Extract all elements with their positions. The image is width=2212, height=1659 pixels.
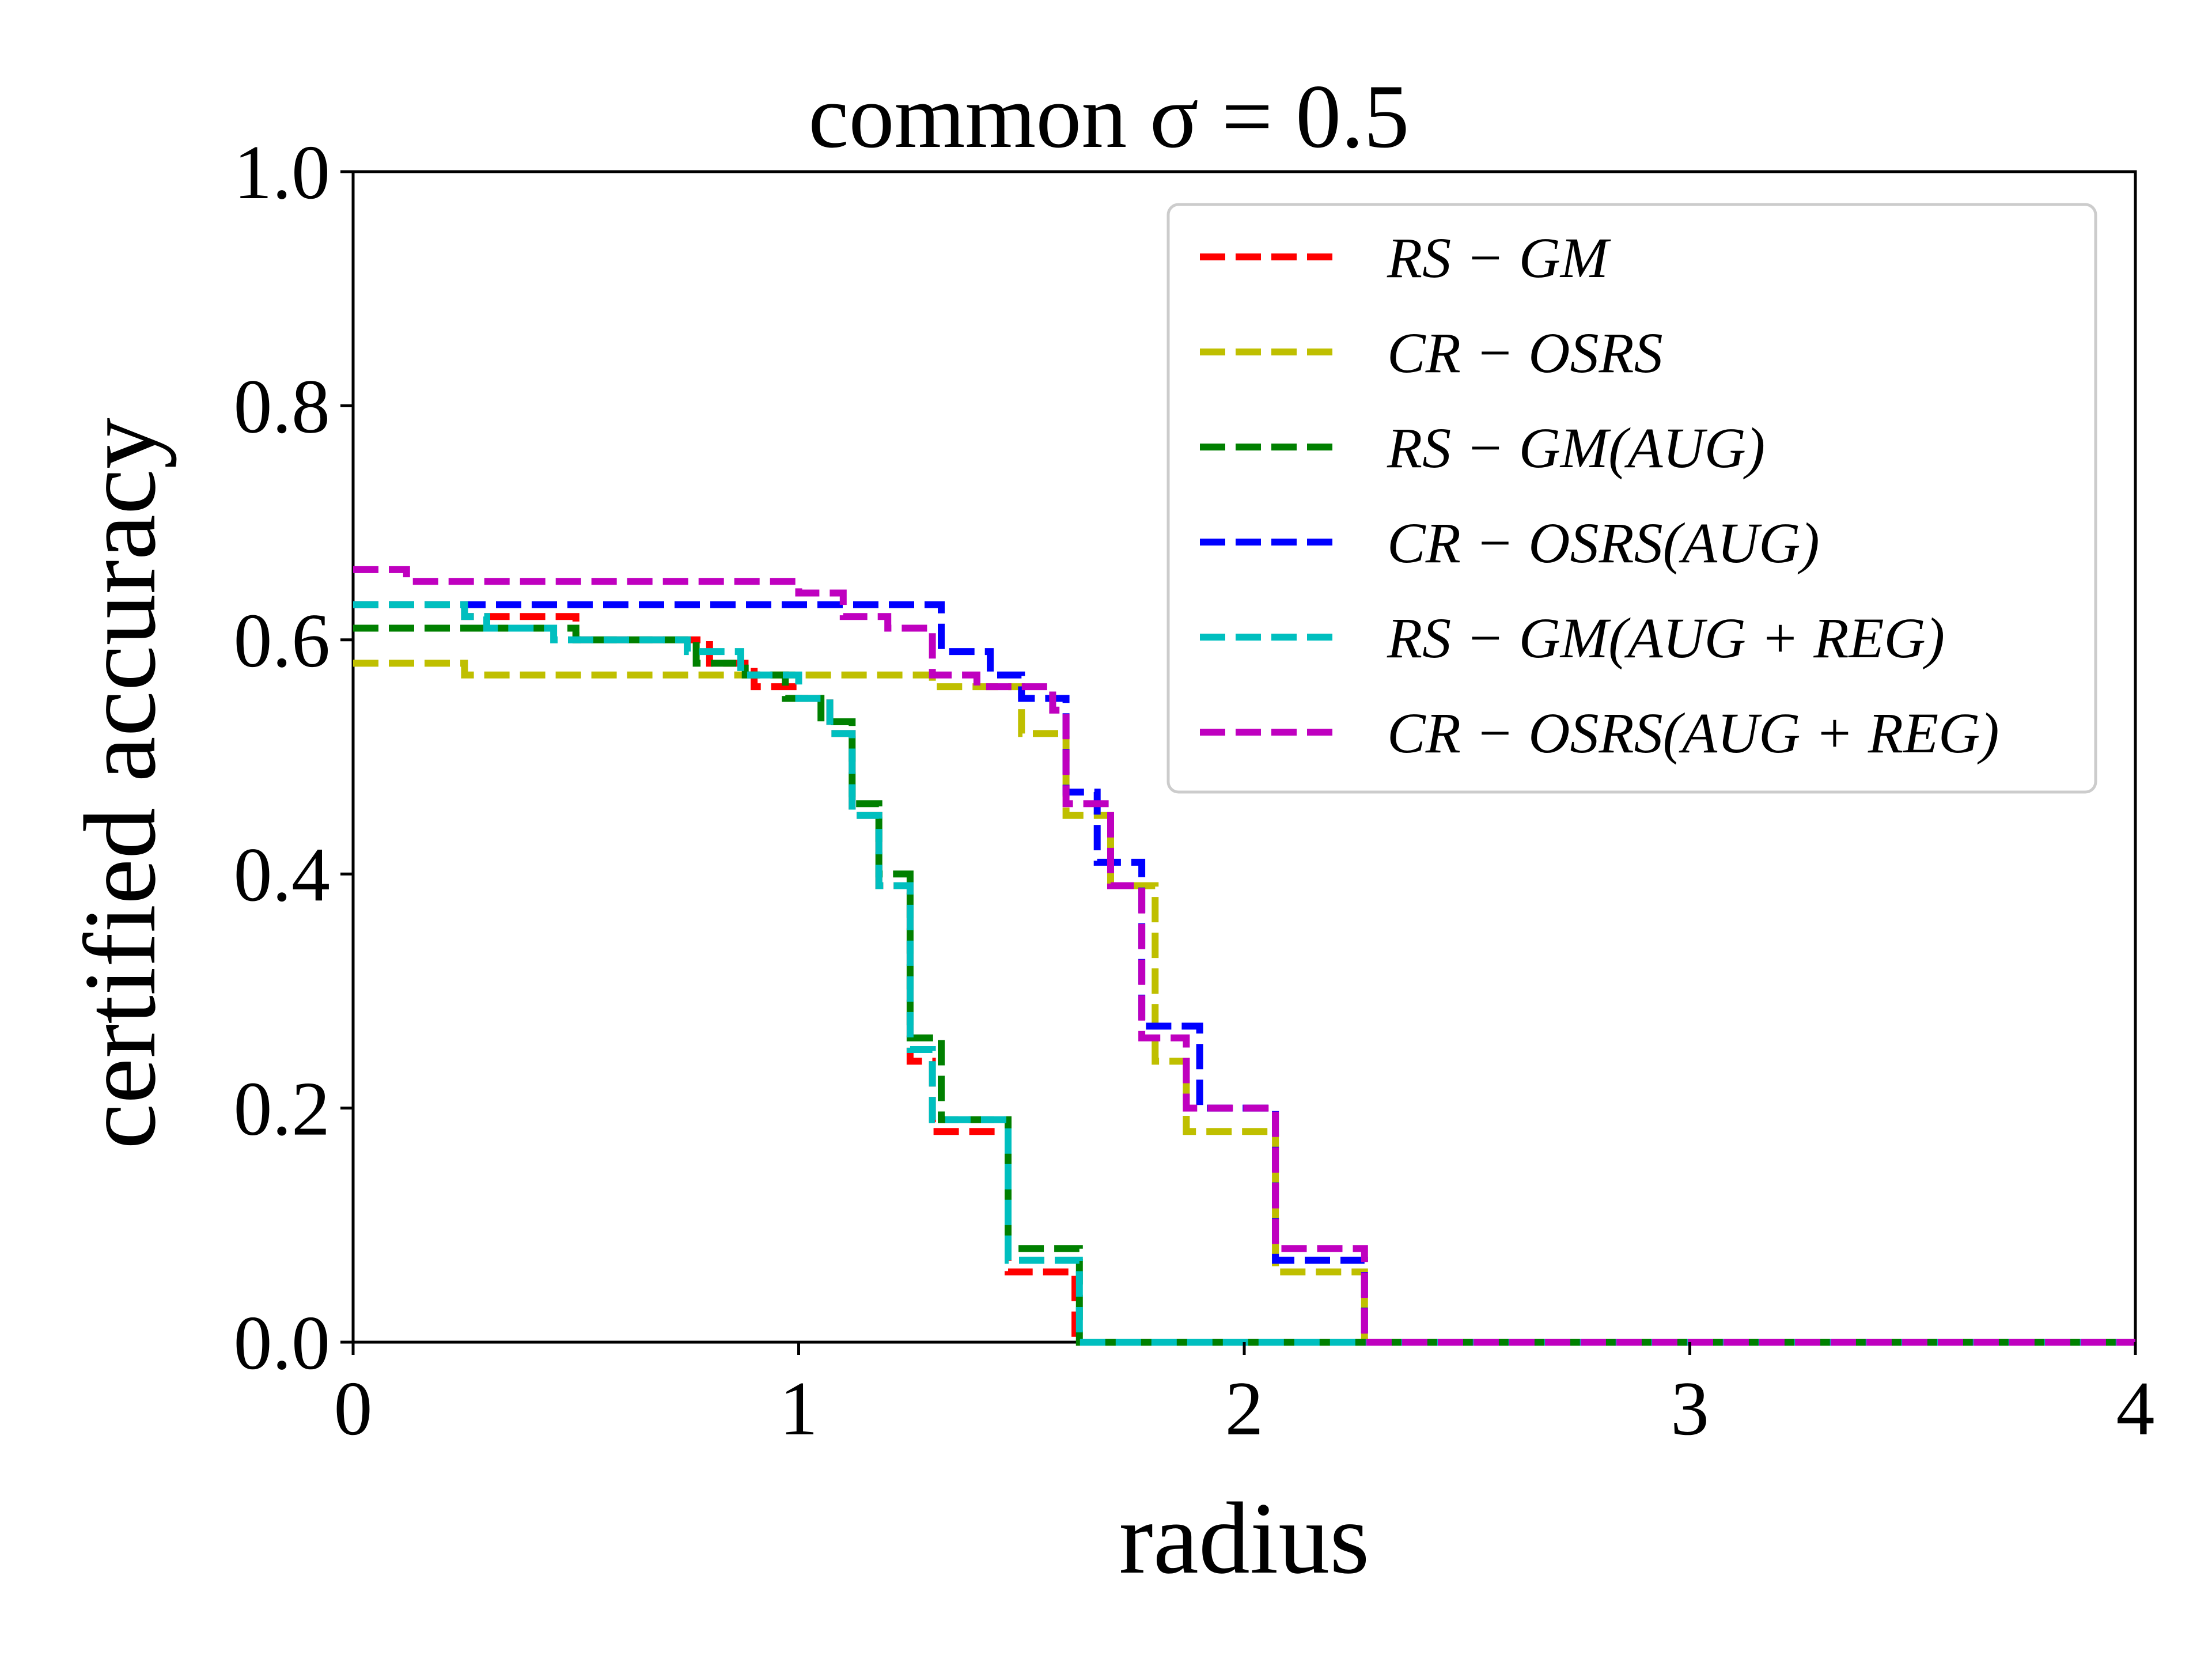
x-tick-label: 0 — [334, 1366, 373, 1451]
legend-label: RS − GM(AUG) — [1387, 416, 1765, 480]
y-tick-label: 0.6 — [234, 598, 331, 683]
x-axis-ticks: 0 1 2 3 4 — [334, 1342, 2155, 1451]
x-tick-label: 4 — [2116, 1366, 2155, 1451]
y-tick-label: 0.4 — [234, 832, 331, 917]
legend-label: CR − OSRS(AUG + REG) — [1387, 701, 1999, 765]
y-tick-label: 0.8 — [234, 363, 331, 449]
series-layer — [353, 566, 2135, 1346]
series-line-5 — [353, 601, 2135, 1346]
legend-label: RS − GM(AUG + REG) — [1387, 606, 1945, 670]
legend: RS − GM CR − OSRS RS − GM(AUG) CR − OSRS(AU… — [1166, 203, 2097, 794]
legend-label: CR − OSRS(AUG) — [1387, 511, 1820, 575]
y-axis-ticks: 0.0 0.2 0.4 0.6 0.8 1.0 — [234, 130, 353, 1385]
y-tick-label: 1.0 — [234, 130, 331, 215]
x-tick-label: 1 — [779, 1366, 818, 1451]
series-line-4 — [353, 601, 2135, 1346]
x-axis-label: radius — [1119, 1481, 1369, 1595]
x-tick-label: 2 — [1225, 1366, 1264, 1451]
chart-title: common σ = 0.5 — [808, 66, 1409, 167]
y-tick-label: 0.0 — [234, 1300, 331, 1385]
legend-label: RS − GM — [1387, 226, 1611, 290]
y-tick-label: 0.2 — [234, 1066, 331, 1152]
legend-box — [1166, 203, 2097, 794]
legend-label: CR − OSRS — [1387, 321, 1663, 385]
series-line-6 — [353, 566, 2135, 1346]
y-axis-label: certified accuracy — [63, 418, 177, 1149]
x-tick-label: 3 — [1671, 1366, 1709, 1451]
